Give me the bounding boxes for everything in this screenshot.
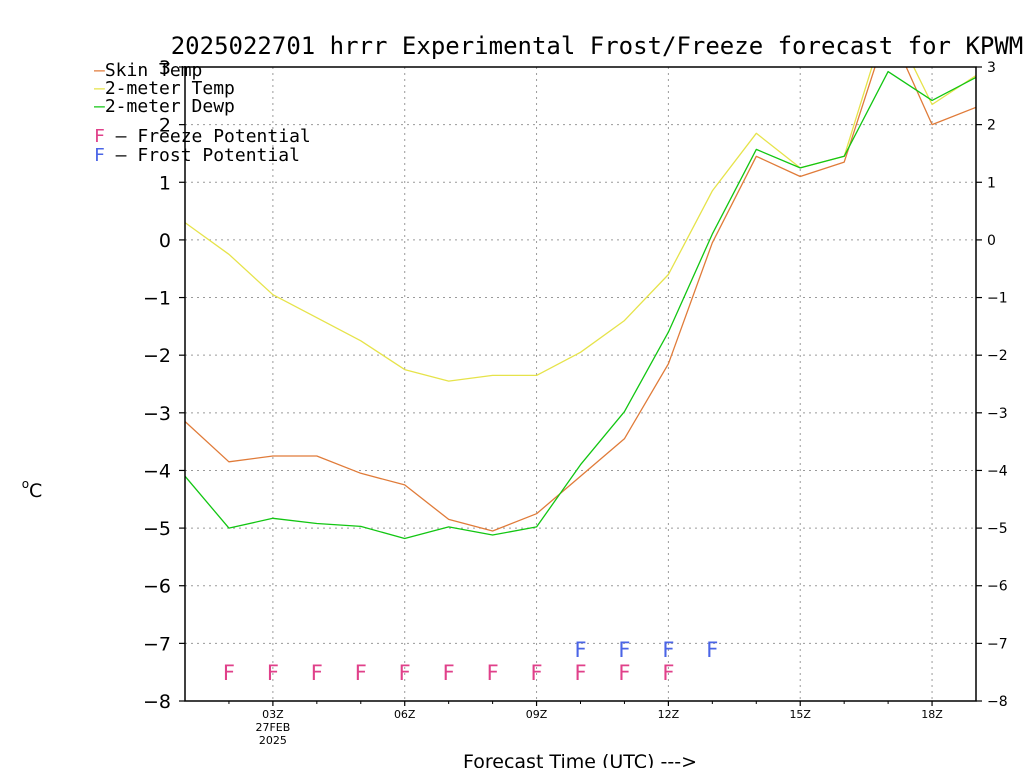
freeze-potential-marker: F	[662, 661, 674, 685]
y-tick-label-left: −5	[143, 518, 171, 540]
legend-frost-potential: F – Frost Potential	[94, 145, 300, 166]
x-axis-label: Forecast Time (UTC) --->	[463, 751, 697, 768]
y-tick-label-right: 2	[987, 118, 996, 134]
freeze-potential-marker: F	[311, 661, 323, 685]
y-tick-label-right: −1	[987, 291, 1008, 307]
x-tick-label: 03Z	[262, 708, 284, 721]
freeze-potential-marker: F	[574, 661, 586, 685]
freeze-potential-marker: F	[618, 661, 630, 685]
y-tick-label-left: −1	[143, 288, 171, 310]
legend-marker-letter: F	[94, 126, 105, 147]
x-tick-sublabel: 2025	[259, 734, 287, 747]
y-tick-label-right: 3	[987, 60, 996, 76]
legend-entry: –Skin Temp	[94, 60, 202, 81]
frost-potential-marker: F	[662, 638, 674, 662]
y-tick-label-right: −2	[987, 348, 1008, 364]
freeze-potential-marker: F	[355, 661, 367, 685]
y-axis-right: −8 −7 −6 −5 −4 −3 −2 −1 0 1 2 3	[976, 60, 1008, 710]
freeze-potential-marker: F	[223, 661, 235, 685]
legend-marker-letter: F	[94, 145, 105, 166]
legend-freeze-potential: F – Freeze Potential	[94, 126, 311, 147]
freeze-potential-marker: F	[399, 661, 411, 685]
y-tick-label-left: 3	[159, 57, 171, 79]
y-tick-label-right: −3	[987, 406, 1008, 422]
y-tick-label-left: −6	[143, 576, 171, 598]
y-tick-label-left: −3	[143, 403, 171, 425]
x-tick-label: 18Z	[921, 708, 943, 721]
frost-potential-marker: F	[706, 638, 718, 662]
legend-swatch: –	[94, 78, 105, 99]
legend-swatch: –	[94, 60, 105, 81]
y-tick-label-left: 2	[159, 115, 171, 137]
y-axis-left: −8 −7 −6 −5 −4 −3 −2 −1 0 1 2 3	[143, 57, 185, 713]
y-tick-label-left: −7	[143, 633, 171, 655]
y-tick-label-right: −4	[987, 463, 1008, 479]
grid-lines	[185, 67, 976, 701]
frost-potential-marker: F	[618, 638, 630, 662]
potential-markers: F F F F F F F F F F FF F F F	[223, 638, 718, 685]
legend-entry: –2-meter Dewp	[94, 96, 235, 117]
series-lines	[185, 67, 976, 540]
y-tick-label-right: −7	[987, 636, 1008, 652]
x-tick-label: 12Z	[658, 708, 680, 721]
y-axis-label-unit: C	[29, 480, 42, 502]
chart-title: 2025022701 hrrr Experimental Frost/Freez…	[171, 32, 1024, 60]
freeze-potential-marker: F	[487, 661, 499, 685]
freeze-potential-marker: F	[267, 661, 279, 685]
y-tick-label-left: 1	[159, 172, 171, 194]
y-tick-label-right: −5	[987, 521, 1008, 537]
y-tick-label-right: 0	[987, 233, 996, 249]
y-axis-label: oC	[22, 477, 43, 502]
y-tick-label-right: −6	[987, 579, 1008, 595]
legend-label: Skin Temp	[105, 60, 203, 81]
y-tick-label-left: −4	[143, 460, 171, 482]
x-tick-label: 09Z	[526, 708, 548, 721]
legend-entry: –2-meter Temp	[94, 78, 235, 99]
legend-label: – Frost Potential	[105, 145, 300, 166]
freeze-potential-marker: F	[443, 661, 455, 685]
y-axis-label-superscript: o	[22, 477, 29, 491]
x-tick-label: 15Z	[789, 708, 811, 721]
frost-potential-marker: F	[574, 638, 586, 662]
legend-swatch: –	[94, 96, 105, 117]
y-tick-label-left: 0	[159, 230, 171, 252]
y-tick-label-right: −8	[987, 694, 1008, 710]
plot-frame	[184, 66, 977, 702]
series-line-skin-temp	[185, 67, 976, 532]
legend-label: 2-meter Dewp	[105, 96, 235, 117]
freeze-potential-marker: F	[531, 661, 543, 685]
y-tick-label-left: −2	[143, 345, 171, 367]
x-tick-label: 06Z	[394, 708, 416, 721]
legend-label: 2-meter Temp	[105, 78, 235, 99]
series-line-2-meter-temp	[185, 67, 976, 382]
y-tick-label-right: 1	[987, 175, 996, 191]
y-tick-label-left: −8	[143, 691, 171, 713]
series-line-2-meter-dewp	[185, 70, 976, 540]
legend-label: – Freeze Potential	[105, 126, 311, 147]
x-tick-sublabel: 27FEB	[255, 721, 290, 734]
